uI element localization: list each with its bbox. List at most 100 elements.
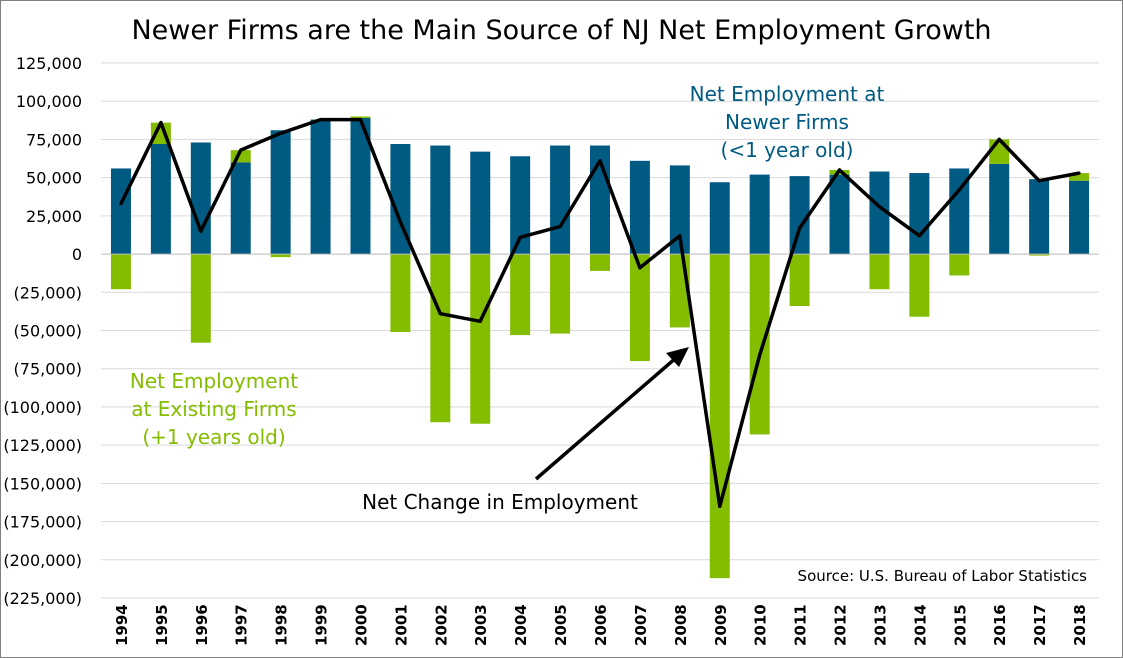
y-tick-label: 0 xyxy=(72,245,82,264)
bar-existing-firms xyxy=(390,254,411,333)
net-change-point xyxy=(438,312,442,316)
bar-existing-firms xyxy=(949,254,970,276)
x-tick-label: 2004 xyxy=(512,604,530,646)
bar-newer-firms xyxy=(909,173,930,255)
net-change-point xyxy=(119,202,123,206)
x-tick-label: 2009 xyxy=(712,604,730,646)
net-change-point xyxy=(837,168,842,172)
x-tick-label: 2010 xyxy=(752,604,770,646)
x-tick-label: 2017 xyxy=(1031,604,1049,646)
y-tick-label: 25,000 xyxy=(26,207,82,226)
bar-existing-firms xyxy=(550,254,571,334)
net-change-point xyxy=(758,353,762,357)
x-tick-label: 2001 xyxy=(392,604,410,646)
y-tick-label: (225,000) xyxy=(3,589,82,608)
y-tick-label: 100,000 xyxy=(16,92,82,111)
annotation-newer-firms: (<1 year old) xyxy=(721,138,854,162)
x-tick-label: 2002 xyxy=(432,604,450,646)
bar-newer-firms xyxy=(190,142,211,255)
net-change-point xyxy=(598,159,602,163)
net-change-point xyxy=(877,205,882,209)
bar-newer-firms xyxy=(1069,180,1090,255)
bar-newer-firms xyxy=(310,119,331,255)
bar-existing-firms xyxy=(869,254,890,290)
bar-existing-firms xyxy=(709,254,730,579)
bar-existing-firms xyxy=(430,254,451,423)
x-tick-label: 2005 xyxy=(552,604,570,646)
bar-newer-firms xyxy=(749,174,770,255)
x-tick-label: 2000 xyxy=(352,604,370,646)
bar-newer-firms xyxy=(150,144,171,255)
bar-newer-firms xyxy=(550,145,571,255)
net-change-point xyxy=(318,117,323,122)
x-tick-label: 2011 xyxy=(792,604,810,646)
y-tick-label: (25,000) xyxy=(14,283,82,302)
x-tick-label: 2006 xyxy=(592,604,610,646)
bar-existing-firms xyxy=(510,254,531,336)
bar-newer-firms xyxy=(270,130,291,255)
bar-existing-firms xyxy=(190,254,211,343)
net-change-point xyxy=(558,224,562,229)
x-tick-label: 2007 xyxy=(632,604,650,646)
net-change-point xyxy=(997,137,1001,142)
net-change-point xyxy=(1037,179,1041,183)
x-tick-label: 2013 xyxy=(871,604,889,646)
annotation-arrow xyxy=(534,355,679,481)
x-tick-label: 1995 xyxy=(153,604,171,646)
x-tick-label: 1997 xyxy=(233,604,251,646)
bar-newer-firms xyxy=(869,171,890,255)
x-tick-label: 2016 xyxy=(991,604,1009,646)
net-change-point xyxy=(798,226,802,230)
bar-existing-firms xyxy=(629,254,650,362)
annotation-arrowhead xyxy=(666,347,689,367)
bar-existing-firms xyxy=(470,254,491,424)
bar-existing-firms xyxy=(789,254,810,307)
bar-newer-firms xyxy=(829,174,850,255)
x-tick-label: 1994 xyxy=(113,604,131,646)
bar-existing-firms xyxy=(110,254,131,290)
bar-newer-firms xyxy=(989,163,1010,255)
bar-newer-firms xyxy=(669,165,690,255)
annotation-newer-firms: Newer Firms xyxy=(725,110,849,134)
net-change-point xyxy=(1077,171,1081,175)
x-tick-label: 2018 xyxy=(1071,604,1089,646)
net-change-point xyxy=(159,121,163,125)
bar-existing-firms xyxy=(909,254,930,317)
bar-newer-firms xyxy=(789,176,810,255)
net-change-point xyxy=(199,229,203,233)
net-change-point xyxy=(358,117,363,122)
bar-newer-firms xyxy=(949,168,970,255)
annotation-newer-firms: Net Employment at xyxy=(690,82,885,106)
bar-newer-firms xyxy=(350,118,371,255)
net-change-point xyxy=(279,131,283,135)
bar-newer-firms xyxy=(470,151,491,255)
chart-title: Newer Firms are the Main Source of NJ Ne… xyxy=(131,15,992,46)
y-tick-label: (50,000) xyxy=(14,322,82,341)
y-tick-label: (175,000) xyxy=(3,513,82,532)
net-change-point xyxy=(678,234,682,238)
x-tick-label: 2014 xyxy=(911,604,929,646)
x-tick-label: 1996 xyxy=(193,604,211,646)
bar-newer-firms xyxy=(709,182,730,255)
bar-newer-firms xyxy=(1029,179,1050,255)
x-tick-label: 2015 xyxy=(951,604,969,646)
x-tick-label: 2008 xyxy=(672,604,690,646)
bar-existing-firms xyxy=(989,139,1010,164)
x-tick-label: 2012 xyxy=(832,604,850,646)
y-tick-label: (200,000) xyxy=(3,551,82,570)
net-change-point xyxy=(239,148,243,152)
bar-newer-firms xyxy=(110,168,131,255)
y-tick-label: (150,000) xyxy=(3,474,82,493)
bar-existing-firms xyxy=(749,254,770,435)
x-tick-label: 1998 xyxy=(273,604,291,646)
bar-newer-firms xyxy=(390,144,411,255)
net-change-point xyxy=(718,504,722,508)
bar-newer-firms xyxy=(510,156,531,255)
annotation-existing-firms: (+1 years old) xyxy=(142,425,285,449)
y-tick-label: (100,000) xyxy=(3,398,82,417)
annotation-existing-firms: at Existing Firms xyxy=(131,397,296,421)
y-tick-label: 125,000 xyxy=(16,54,82,73)
net-change-point xyxy=(638,266,642,270)
